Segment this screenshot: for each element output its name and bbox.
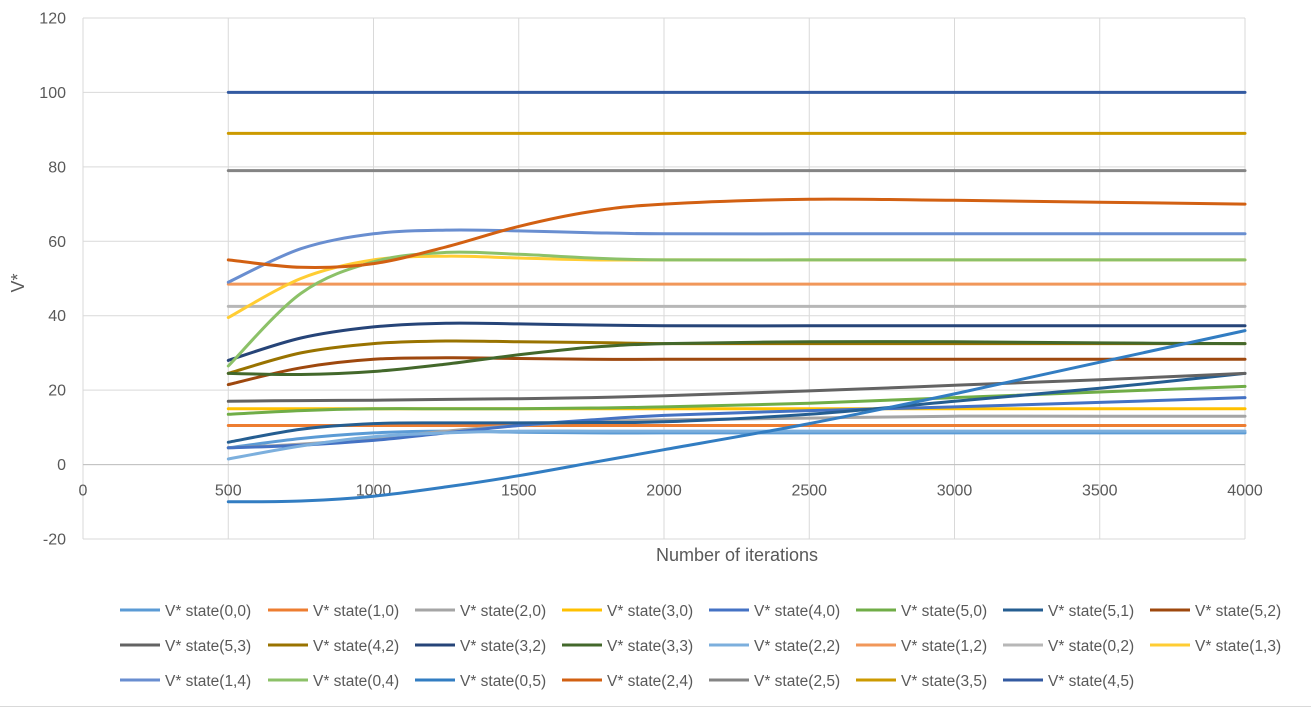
legend-entry: V* state(2,2) (709, 638, 840, 655)
chart-bottom-border (0, 706, 1311, 707)
legend-entry: V* state(4,0) (709, 603, 840, 620)
legend-entry: V* state(0,4) (268, 673, 399, 690)
y-tick-label: 20 (48, 383, 66, 400)
legend-label: V* state(0,5) (460, 673, 546, 690)
legend-entry: V* state(3,0) (562, 603, 693, 620)
legend-entry: V* state(2,4) (562, 673, 693, 690)
x-tick-label: 3500 (1082, 483, 1118, 500)
legend-entry: V* state(5,0) (856, 603, 987, 620)
legend-entry: V* state(2,0) (415, 603, 546, 620)
y-axis-ticks: -20 0 20 40 60 80 100 120 (39, 11, 66, 549)
legend-label: V* state(4,2) (313, 638, 399, 655)
legend-label: V* state(5,1) (1048, 603, 1134, 620)
x-tick-label: 3000 (937, 483, 973, 500)
series-line-10 (226, 321, 1247, 362)
x-tick-label: 2000 (646, 483, 682, 500)
legend-entry: V* state(3,5) (856, 673, 987, 690)
legend-label: V* state(0,4) (313, 673, 399, 690)
series-line-9 (226, 339, 1247, 375)
series-line-4 (226, 396, 1247, 450)
legend-label: V* state(1,2) (901, 638, 987, 655)
legend-entry: V* state(3,2) (415, 638, 546, 655)
legend-label: V* state(1,3) (1195, 638, 1281, 655)
legend-label: V* state(2,5) (754, 673, 840, 690)
y-tick-label: 120 (39, 11, 66, 28)
legend-entry: V* state(5,2) (1150, 603, 1281, 620)
legend-label: V* state(5,2) (1195, 603, 1281, 620)
y-tick-label: 60 (48, 234, 66, 251)
legend-entry: V* state(1,0) (268, 603, 399, 620)
x-tick-label: 500 (215, 483, 242, 500)
legend-label: V* state(4,5) (1048, 673, 1134, 690)
series-line-6 (226, 371, 1247, 444)
legend-entry: V* state(5,1) (1003, 603, 1134, 620)
gridlines (82, 17, 1246, 540)
y-tick-label: 40 (48, 308, 66, 325)
legend-entry: V* state(4,5) (1003, 673, 1134, 690)
y-tick-label: 0 (57, 457, 66, 474)
series-line-19 (226, 197, 1247, 270)
legend-label: V* state(5,3) (165, 638, 251, 655)
series-line-8 (226, 371, 1247, 403)
legend-entry: V* state(1,3) (1150, 638, 1281, 655)
series-line-17 (226, 250, 1247, 368)
x-tick-label: 2500 (791, 483, 827, 500)
legend-label: V* state(0,0) (165, 603, 251, 620)
legend-label: V* state(2,4) (607, 673, 693, 690)
x-tick-label: 0 (79, 483, 88, 500)
x-axis-ticks: 0 500 1000 1500 2000 2500 3000 3500 4000 (79, 483, 1263, 500)
legend-label: V* state(4,0) (754, 603, 840, 620)
legend-label: V* state(3,3) (607, 638, 693, 655)
series-line-12 (226, 429, 1247, 461)
series-line-11 (226, 340, 1247, 377)
legend-label: V* state(0,2) (1048, 638, 1134, 655)
x-tick-label: 4000 (1227, 483, 1263, 500)
legend-label: V* state(1,4) (165, 673, 251, 690)
plot-area (226, 90, 1247, 504)
legend-entry: V* state(3,3) (562, 638, 693, 655)
legend-entry: V* state(1,4) (120, 673, 251, 690)
legend-entry: V* state(1,2) (856, 638, 987, 655)
series-line-2 (226, 414, 1247, 450)
legend-entry: V* state(5,3) (120, 638, 251, 655)
y-tick-label: 80 (48, 159, 66, 176)
legend-entry: V* state(4,2) (268, 638, 399, 655)
legend-entry: V* state(0,2) (1003, 638, 1134, 655)
legend-label: V* state(2,0) (460, 603, 546, 620)
series-line-16 (226, 228, 1247, 284)
series-line-18 (226, 329, 1247, 504)
series-line-7 (226, 356, 1247, 387)
legend-label: V* state(2,2) (754, 638, 840, 655)
series-line-0 (226, 429, 1247, 450)
x-tick-label: 1500 (501, 483, 537, 500)
legend: V* state(0,0) V* state(1,0) V* state(2,0) V… (120, 603, 1281, 690)
legend-label: V* state(5,0) (901, 603, 987, 620)
y-tick-label: -20 (43, 532, 66, 549)
y-tick-label: 100 (39, 85, 66, 102)
legend-label: V* state(3,0) (607, 603, 693, 620)
legend-entry: V* state(0,0) (120, 603, 251, 620)
y-axis-title: V* (8, 273, 28, 292)
legend-label: V* state(1,0) (313, 603, 399, 620)
legend-entry: V* state(0,5) (415, 673, 546, 690)
x-axis-title: Number of iterations (656, 545, 818, 565)
legend-entry: V* state(2,5) (709, 673, 840, 690)
legend-label: V* state(3,5) (901, 673, 987, 690)
series-line-15 (226, 254, 1247, 320)
legend-label: V* state(3,2) (460, 638, 546, 655)
